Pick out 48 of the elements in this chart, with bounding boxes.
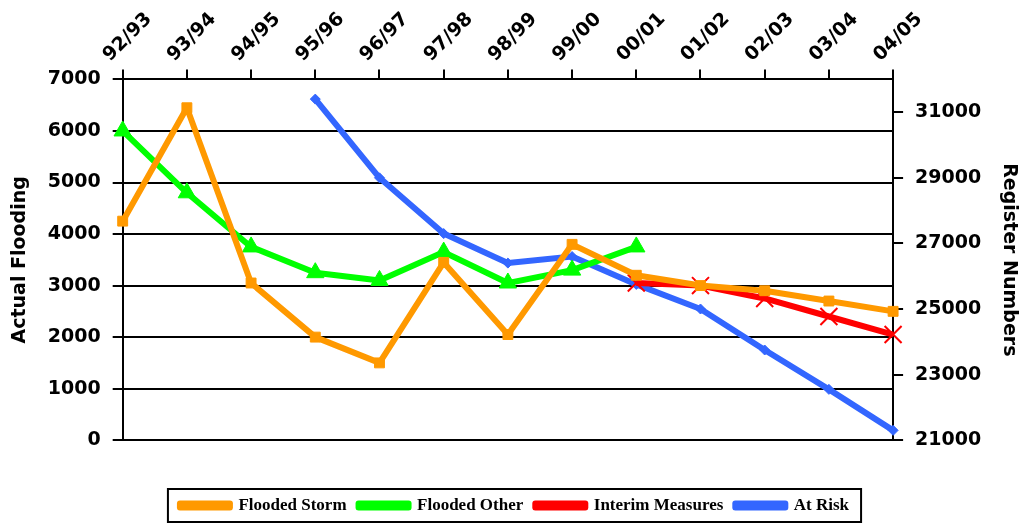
legend-label: Interim Measures (593, 494, 724, 514)
legend-label: Flooded Other (417, 494, 524, 514)
point (309, 93, 321, 105)
point (502, 329, 514, 340)
y-axis-title: Actual Flooding (7, 176, 30, 344)
point (695, 280, 706, 292)
point (373, 172, 385, 184)
point (241, 236, 261, 253)
point (438, 228, 450, 240)
y2-axis-title: Register Numbers (999, 163, 1022, 357)
point (630, 269, 642, 281)
point (627, 236, 646, 253)
point (691, 276, 710, 296)
y2-tick-label: 27000 (915, 230, 982, 253)
point (562, 259, 582, 276)
y-tick-label: 1000 (47, 375, 101, 398)
y-tick-label: 4000 (47, 220, 101, 243)
y-tick-label: 6000 (47, 117, 101, 140)
y2-tick-label: 21000 (915, 427, 982, 450)
y2-tick-label: 25000 (915, 295, 982, 318)
y2-tick-label: 31000 (915, 99, 982, 122)
point (566, 238, 578, 250)
y-tick-label: 2000 (47, 324, 101, 347)
point (823, 383, 835, 395)
legend-label: Flooded Storm (238, 494, 347, 514)
point (759, 285, 771, 297)
point (309, 331, 321, 343)
point (438, 256, 450, 268)
y2-tick-label: 23000 (915, 361, 982, 384)
y-tick-label: 7000 (47, 66, 101, 89)
point (374, 357, 385, 369)
legend-label: At Risk (793, 494, 850, 514)
point (498, 272, 518, 289)
point (245, 277, 257, 289)
point (113, 120, 132, 137)
y-tick-label: 5000 (47, 169, 101, 192)
point (117, 215, 129, 227)
point (819, 307, 839, 326)
y-tick-label: 0 (87, 427, 101, 450)
point (883, 325, 903, 345)
point (823, 295, 835, 307)
point (177, 182, 197, 199)
y-tick-label: 3000 (47, 272, 101, 295)
point (306, 262, 325, 279)
point (759, 344, 771, 356)
y2-tick-label: 29000 (915, 164, 982, 187)
point (887, 305, 899, 317)
point (887, 424, 899, 436)
